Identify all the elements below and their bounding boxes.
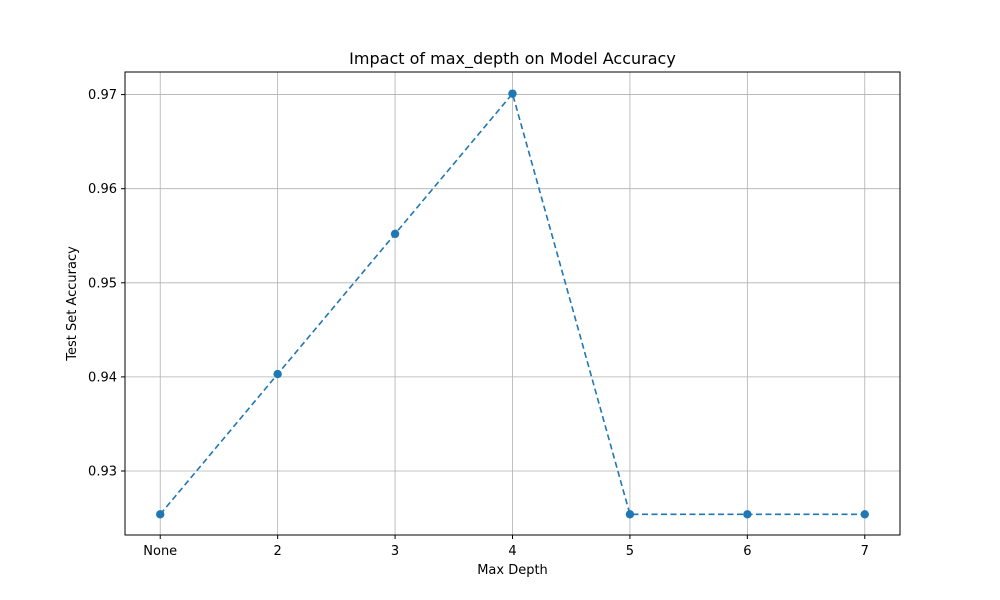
data-point [273,369,282,379]
y-tick-label: 0.97 [88,88,117,103]
data-point [508,89,517,98]
x-tick-label: 2 [274,544,282,559]
data-point [743,510,752,519]
x-tick-label: 7 [861,544,869,559]
chart-title: Impact of max_depth on Model Accuracy [349,49,676,69]
y-axis-ticks: 0.93 0.94 0.95 0.96 0.97 [88,88,125,480]
y-tick-label: 0.95 [88,276,117,291]
x-tick-label: 5 [626,544,634,559]
y-axis-label: Test Set Accuracy [65,246,80,362]
x-axis-label: Max Depth [477,563,548,578]
x-tick-label: 3 [391,544,399,559]
data-point [860,510,869,519]
x-tick-label: 6 [743,544,751,559]
x-axis-ticks: None 2 3 4 5 6 7 [143,535,869,559]
y-tick-label: 0.96 [88,182,117,197]
grid [125,72,900,535]
data-point [390,229,400,239]
data-point [156,510,165,519]
y-tick-label: 0.93 [88,465,117,480]
data-point [625,510,635,519]
x-tick-label: None [143,544,177,559]
x-tick-label: 4 [508,544,516,559]
y-tick-label: 0.94 [88,370,117,385]
series-group [156,89,869,519]
